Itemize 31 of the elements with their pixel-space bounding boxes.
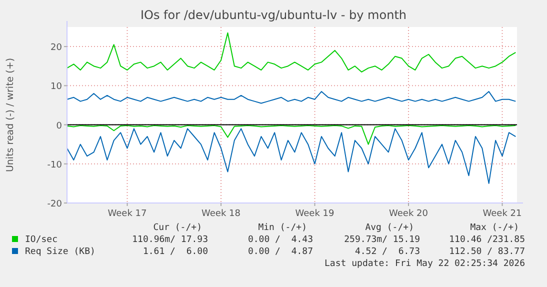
text: Max (-/+): [470, 223, 519, 233]
x-tick-label: Week 17: [108, 209, 147, 219]
line-series: [66, 91, 516, 104]
text: Last update: Fri May 22 02:25:34 2026: [324, 259, 525, 269]
text: 0.00 / 4.43: [248, 235, 313, 245]
y-tick-label: -10: [47, 160, 62, 170]
x-tick-label: Week 20: [389, 209, 428, 219]
x-tick-label: Week 21: [482, 209, 522, 219]
text: Min (-/+): [258, 223, 307, 233]
text: 0.00 / 4.87: [248, 247, 313, 257]
y-tick-label: 0: [56, 121, 62, 132]
chart-title: IOs for /dev/ubuntu-vg/ubuntu-lv - by month: [140, 8, 407, 22]
text: Avg (-/+): [365, 223, 414, 233]
legend-label: Req Size (KB): [25, 247, 96, 257]
text: 1.61 / 6.00: [142, 247, 208, 257]
line-series: [66, 32, 516, 72]
y-tick-label: 20: [50, 43, 62, 54]
y-tick-label: 10: [50, 82, 62, 92]
text: 112.50 / 83.77: [449, 247, 525, 257]
x-tick-label: Week 19: [295, 209, 335, 219]
y-axis-title: Units read (-) / write (+): [5, 58, 16, 172]
line-series: [66, 128, 516, 184]
line-series: [66, 125, 516, 145]
text: 110.96m/ 17.93: [132, 235, 208, 245]
text: 4.52 / 6.73: [354, 247, 420, 257]
text: 259.73m/ 15.19: [344, 235, 420, 245]
legend-label: IO/sec: [25, 235, 58, 245]
x-tick-label: Week 18: [202, 209, 241, 219]
text: Cur (-/+): [153, 223, 202, 233]
y-tick-label: -20: [47, 200, 62, 210]
text: 110.46 /231.85: [449, 235, 525, 245]
